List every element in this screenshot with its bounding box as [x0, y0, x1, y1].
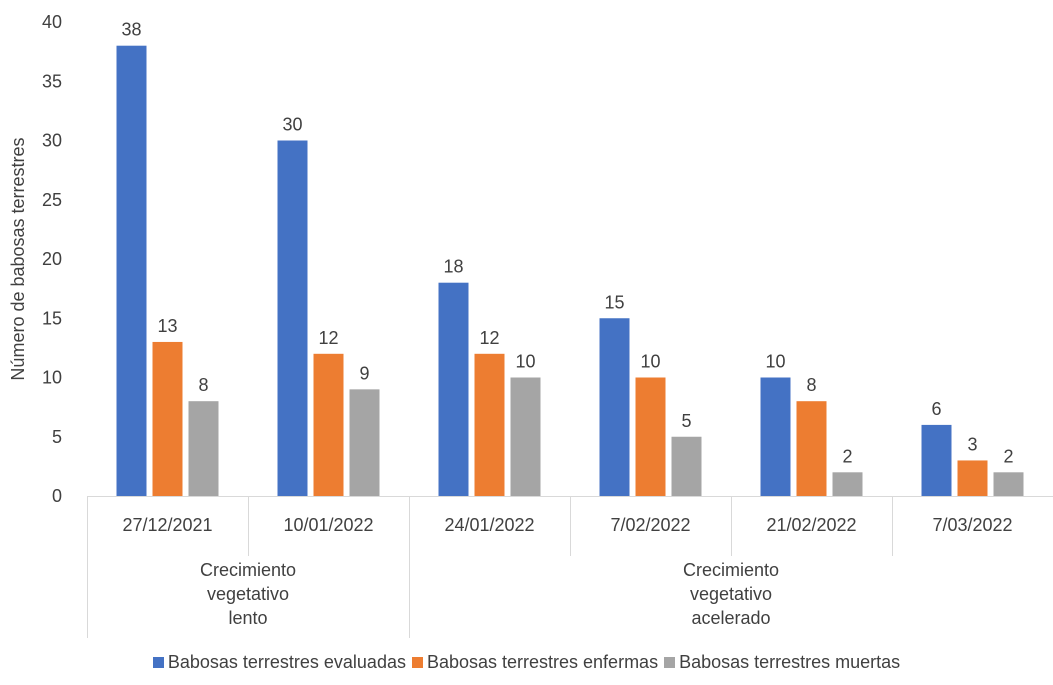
data-labels: 38 13 8 30 12 9 18 12 10 15 10 5 10 8 2 6 3 2	[121, 20, 1013, 467]
legend-label: Babosas terrestres enfermas	[426, 652, 659, 672]
group-label-line: Crecimiento	[683, 560, 779, 580]
y-axis-title: Número de babosas terrestres	[8, 137, 28, 380]
bar-chart: Número de babosas terrestres 05101520253…	[8, 12, 1053, 638]
y-tick-label: 5	[52, 427, 62, 447]
bars	[116, 45, 1024, 496]
data-label: 15	[604, 292, 624, 312]
x-category-label: 24/01/2022	[444, 515, 534, 535]
group-label-line: vegetativo	[207, 584, 289, 604]
x-category-label: 7/02/2022	[610, 515, 690, 535]
bar	[957, 460, 988, 496]
data-label: 9	[359, 363, 369, 383]
bar	[474, 353, 505, 496]
bar	[188, 401, 219, 496]
y-tick-label: 25	[42, 190, 62, 210]
y-tick-label: 35	[42, 71, 62, 91]
bar	[599, 318, 630, 496]
legend-swatch	[664, 657, 676, 668]
bar	[438, 282, 469, 496]
y-tick-label: 0	[52, 486, 62, 506]
bar	[671, 436, 702, 496]
x-category-label: 21/02/2022	[766, 515, 856, 535]
data-label: 10	[640, 352, 660, 372]
data-label: 30	[282, 115, 302, 135]
y-tick-label: 15	[42, 308, 62, 328]
group-labels: Crecimiento vegetativo lento Crecimiento veg…	[200, 560, 779, 628]
group-label-line: lento	[228, 608, 267, 628]
bar	[510, 377, 541, 496]
legend-swatch	[411, 657, 423, 668]
x-category-label: 10/01/2022	[283, 515, 373, 535]
legend-item: Babosas terrestres evaluadas	[152, 652, 406, 673]
x-category-label: 7/03/2022	[932, 515, 1012, 535]
legend-item: Babosas terrestres muertas	[664, 652, 900, 673]
y-tick-labels: 0 5 10 15 20 25 30 35 40	[42, 12, 62, 506]
data-label: 3	[967, 434, 977, 454]
data-label: 12	[479, 328, 499, 348]
group-label-line: vegetativo	[690, 584, 772, 604]
bar	[152, 341, 183, 496]
y-tick-label: 30	[42, 131, 62, 151]
bar	[760, 377, 791, 496]
data-label: 2	[842, 446, 852, 466]
legend: Babosas terrestres evaluadas Babosas terr…	[0, 652, 1053, 673]
data-label: 10	[515, 352, 535, 372]
bar	[832, 472, 863, 496]
bar	[349, 389, 380, 496]
y-tick-label: 40	[42, 12, 62, 32]
data-label: 2	[1003, 446, 1013, 466]
y-tick-label: 10	[42, 368, 62, 388]
category-labels: 27/12/2021 10/01/2022 24/01/2022 7/02/2022 2…	[122, 515, 1012, 535]
legend-label: Babosas terrestres evaluadas	[167, 652, 406, 672]
bar	[796, 401, 827, 496]
data-label: 6	[931, 399, 941, 419]
data-label: 8	[806, 375, 816, 395]
bar	[921, 424, 952, 496]
group-label-line: Crecimiento	[200, 560, 296, 580]
legend-swatch	[152, 657, 164, 668]
data-label: 18	[443, 257, 463, 277]
axis-lines	[87, 496, 1053, 638]
y-axis-title-group: Número de babosas terrestres	[8, 137, 28, 380]
data-label: 12	[318, 328, 338, 348]
data-label: 5	[681, 411, 691, 431]
y-tick-label: 20	[42, 249, 62, 269]
legend-label: Babosas terrestres muertas	[679, 652, 901, 672]
data-label: 13	[157, 316, 177, 336]
bar	[313, 353, 344, 496]
bar	[635, 377, 666, 496]
data-label: 8	[198, 375, 208, 395]
legend-item: Babosas terrestres enfermas	[411, 652, 659, 673]
bar	[277, 140, 308, 496]
data-label: 38	[121, 20, 141, 40]
x-category-label: 27/12/2021	[122, 515, 212, 535]
bar	[116, 45, 147, 496]
data-label: 10	[765, 352, 785, 372]
group-label-line: acelerado	[691, 608, 770, 628]
bar	[993, 472, 1024, 496]
